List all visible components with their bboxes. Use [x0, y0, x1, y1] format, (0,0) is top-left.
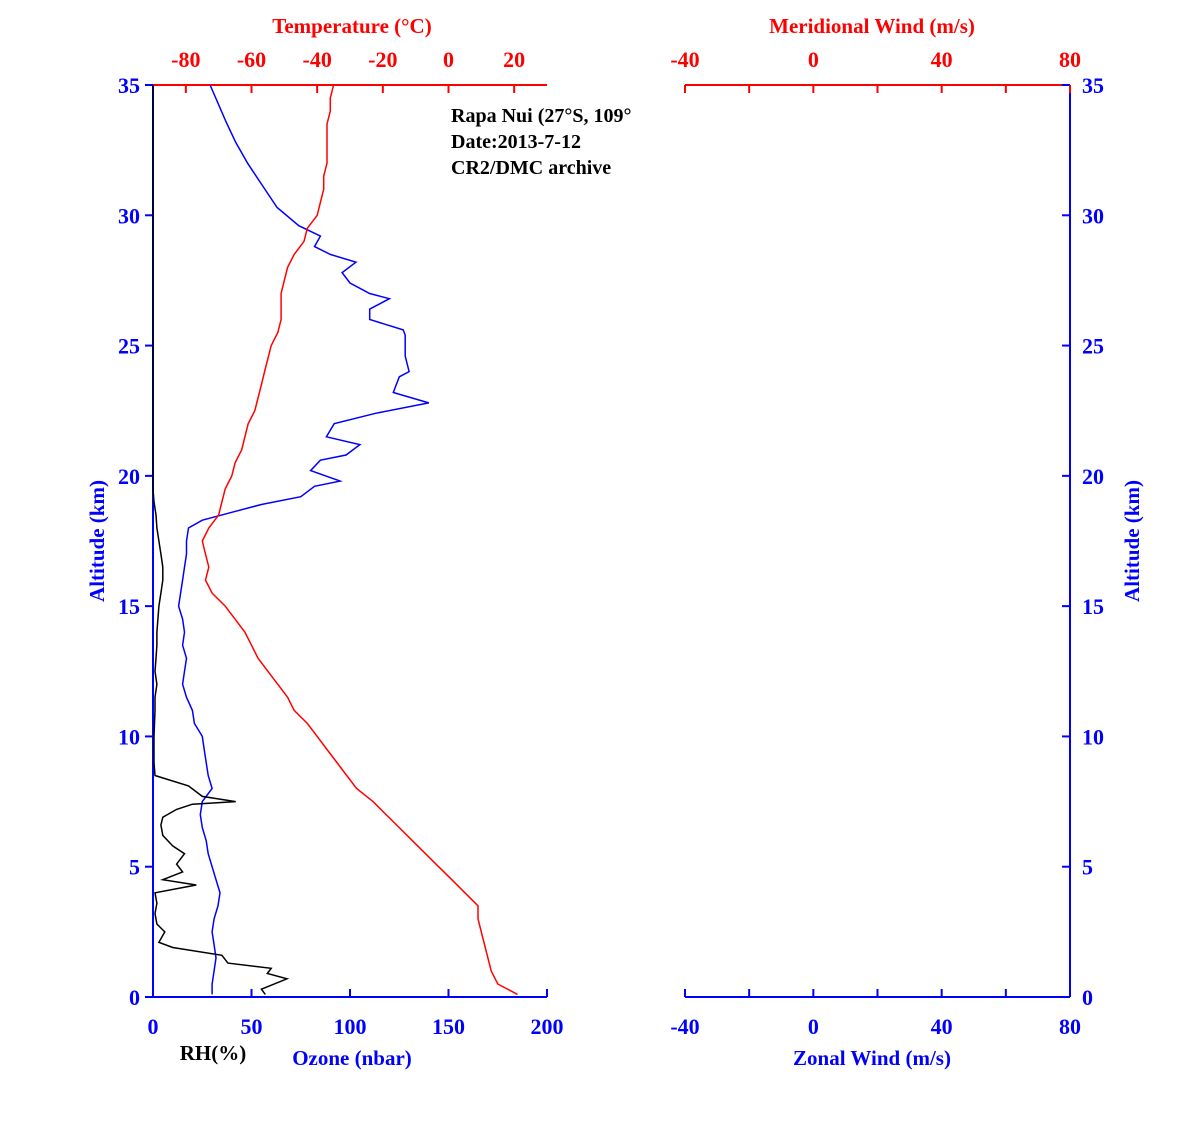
temperature-tick-label: 0 — [443, 47, 454, 72]
left-y-tick-label: 0 — [129, 985, 140, 1010]
left-y-axis-title: Altitude (km) — [85, 480, 109, 602]
bottom-axis-title-ozone: Ozone (nbar) — [292, 1046, 412, 1070]
meridional-wind-tick-label: 40 — [931, 47, 953, 72]
zonal-wind-tick-label: 40 — [931, 1014, 953, 1039]
left-y-tick-label: 35 — [118, 73, 140, 98]
left-y-tick-label: 15 — [118, 594, 140, 619]
meridional-wind-tick-label: 0 — [808, 47, 819, 72]
right-y-tick-label: 5 — [1082, 855, 1093, 880]
right-y-tick-label: 10 — [1082, 724, 1104, 749]
left-y-tick-label: 20 — [118, 464, 140, 489]
temperature-tick-label: -60 — [237, 47, 266, 72]
right-y-tick-label: 0 — [1082, 985, 1093, 1010]
right-y-axis-title: Altitude (km) — [1120, 480, 1144, 602]
series-line-ozone-nbar — [177, 84, 430, 995]
temperature-tick-label: 20 — [503, 47, 525, 72]
ozone-tick-label: 200 — [531, 1014, 564, 1039]
meridional-wind-tick-label: 80 — [1059, 47, 1081, 72]
left-y-tick-label: 25 — [118, 334, 140, 359]
right-y-tick-label: 30 — [1082, 203, 1104, 228]
ozone-tick-label: 50 — [241, 1014, 263, 1039]
ozone-tick-label: 0 — [148, 1014, 159, 1039]
meridional-wind-tick-label: -40 — [670, 47, 699, 72]
zonal-wind-tick-label: 80 — [1059, 1014, 1081, 1039]
left-y-tick-label: 30 — [118, 203, 140, 228]
series-line-temperature-c — [201, 84, 518, 996]
right-panel: 0 5 10 15 20 25 30 35 -40 0 40 80 -40 0 40 80 — [670, 47, 1104, 1039]
annotation-date: Date:2013-7-12 — [451, 131, 581, 153]
zonal-wind-tick-label: 0 — [808, 1014, 819, 1039]
top-axis-title-temperature: Temperature (°C) — [272, 14, 431, 38]
annotation-station: Rapa Nui (27°S, 109° — [451, 105, 631, 127]
temperature-tick-label: -40 — [303, 47, 332, 72]
left-y-tick-label: 5 — [129, 855, 140, 880]
annotation-archive: CR2/DMC archive — [451, 157, 611, 179]
zonal-wind-tick-label: -40 — [670, 1014, 699, 1039]
ozone-tick-label: 150 — [432, 1014, 465, 1039]
top-axis-title-meridional-wind: Meridional Wind (m/s) — [769, 14, 975, 38]
series-line-rh — [152, 85, 290, 995]
bottom-axis-title-zonal-wind: Zonal Wind (m/s) — [793, 1046, 951, 1070]
right-y-tick-label: 25 — [1082, 334, 1104, 359]
right-y-tick-label: 15 — [1082, 594, 1104, 619]
ozone-tick-label: 100 — [334, 1014, 367, 1039]
bottom-axis-title-rh: RH(%) — [180, 1041, 247, 1065]
temperature-tick-label: -80 — [171, 47, 200, 72]
right-y-tick-label: 35 — [1082, 73, 1104, 98]
right-y-tick-label: 20 — [1082, 464, 1104, 489]
temperature-tick-label: -20 — [368, 47, 397, 72]
left-y-tick-label: 10 — [118, 724, 140, 749]
